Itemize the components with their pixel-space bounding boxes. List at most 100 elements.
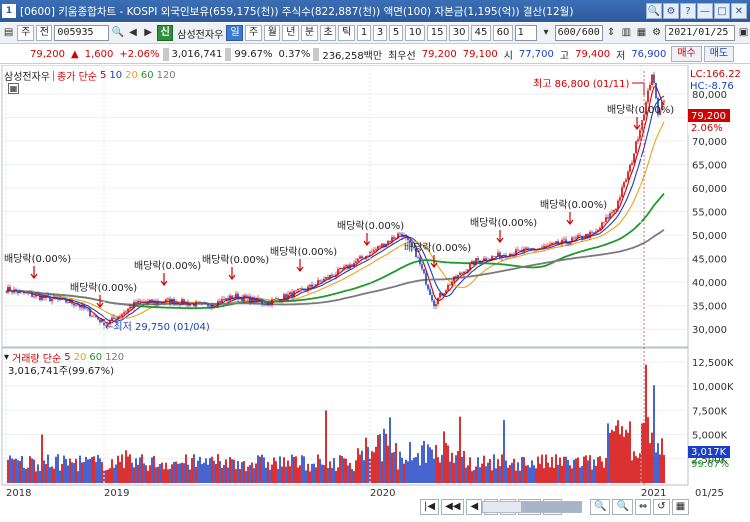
candle-body [557, 241, 559, 245]
help-icon[interactable]: ? [680, 3, 696, 19]
candle-body [129, 306, 131, 309]
candle-body [411, 242, 413, 248]
candle-body [443, 293, 445, 296]
candle-body [513, 254, 515, 256]
first-icon[interactable]: |◀ [420, 499, 440, 515]
zoom-out-icon[interactable]: 🔍 [612, 499, 633, 515]
grid-icon[interactable]: ▦ [671, 499, 690, 515]
tab-month[interactable]: 월 [263, 25, 281, 41]
volume-tick-label: 5,000K [692, 431, 728, 442]
candle-body [195, 301, 197, 307]
scrollbar[interactable] [482, 501, 582, 513]
interval-15[interactable]: 15 [426, 25, 447, 41]
candle-body [515, 249, 517, 255]
candle-body [243, 295, 245, 301]
search-icon[interactable]: 🔍 [646, 3, 662, 19]
gear-icon[interactable]: ⚙ [663, 3, 679, 19]
tab-day[interactable]: 일 [226, 25, 243, 41]
ma-line [5, 121, 665, 319]
prev-icon[interactable]: ◀ [466, 499, 483, 515]
fit-icon[interactable]: ⇔ [634, 499, 652, 515]
tab-week[interactable]: 주 [244, 25, 262, 41]
zoom-in-icon[interactable]: 🔍 [590, 499, 611, 515]
tab-minute[interactable]: 분 [300, 25, 318, 41]
tab-second[interactable]: 초 [319, 25, 337, 41]
candle-body [631, 162, 633, 165]
maximize-icon[interactable]: □ [714, 3, 730, 19]
candle-body [87, 308, 89, 310]
volume-bar [473, 470, 475, 483]
minimize-icon[interactable]: — [697, 3, 713, 19]
tab-year[interactable]: 년 [282, 25, 299, 41]
interval-1[interactable]: 1 [356, 25, 371, 41]
candle-body [347, 265, 349, 269]
calendar-icon[interactable]: ▣ [738, 27, 749, 38]
volume-bar [239, 469, 241, 483]
prev-icon[interactable]: ◀ [129, 27, 137, 38]
sell-button[interactable]: 매도 [703, 46, 735, 62]
current-volume-tag-text: 3,017K [691, 447, 727, 458]
volume-bar [635, 456, 637, 483]
volume-bar [413, 457, 415, 483]
candle-body [63, 298, 65, 299]
search-icon[interactable]: 🔍 [111, 27, 125, 38]
code-input[interactable]: 005935 [54, 25, 110, 41]
candle-body [361, 256, 363, 259]
volume-bar [627, 432, 629, 483]
volume-bar [331, 467, 333, 483]
volume-bar [405, 459, 407, 483]
price-chart[interactable]: 배당락(0.00%)배당락(0.00%)배당락(0.00%)배당락(0.00%)… [0, 64, 750, 519]
rewind-icon[interactable]: ◀◀ [441, 499, 465, 515]
candle-body [613, 210, 615, 213]
interval-30[interactable]: 30 [448, 25, 469, 41]
candle-body [257, 297, 259, 302]
menu-icon[interactable]: ▤ [3, 27, 14, 38]
interval-3[interactable]: 3 [372, 25, 387, 41]
volume-bar [197, 460, 199, 483]
x-tick-label: 2019 [104, 488, 129, 499]
volume-bar [235, 469, 237, 483]
candle-body [177, 302, 179, 305]
price-tick-label: 80,000 [692, 90, 727, 101]
period-select[interactable]: 전 [35, 25, 53, 41]
candle-body [27, 292, 29, 294]
reset-icon[interactable]: ↺ [653, 499, 670, 515]
close-icon[interactable]: ✕ [731, 3, 747, 19]
candle-body [555, 241, 557, 243]
volume-bar [651, 432, 653, 483]
interval-45[interactable]: 45 [470, 25, 491, 41]
tab-tick[interactable]: 틱 [338, 25, 355, 41]
volume-bar [119, 461, 121, 483]
candle-body [341, 267, 343, 270]
buy-button[interactable]: 매수 [671, 46, 702, 62]
date-input[interactable]: 2021/01/25 [665, 25, 735, 41]
grid-toggle-icon[interactable]: ▦ [8, 83, 19, 94]
scrollbar-thumb[interactable] [521, 502, 581, 512]
grid-icon[interactable]: ▦ [636, 27, 647, 38]
chevron-down-icon[interactable]: ▾ [543, 27, 549, 38]
gear-icon[interactable]: ⚙ [652, 27, 662, 38]
chart-area[interactable]: 배당락(0.00%) 배당락(0.00%) 배당락(0.00%) 배당락(0.00%)… [0, 64, 750, 519]
arrows-icon[interactable]: ⇕ [606, 27, 616, 38]
volume-bar [347, 465, 349, 483]
expand-icon[interactable]: ▾ [4, 352, 10, 363]
volume-bar [501, 454, 503, 483]
market-select[interactable]: 주 [17, 25, 34, 41]
volume-bar [181, 462, 183, 483]
next-icon[interactable]: ▶ [144, 27, 152, 38]
chart-icon[interactable]: ▥ [621, 27, 632, 38]
candle-body [547, 245, 549, 247]
interval-60[interactable]: 60 [492, 25, 513, 41]
candle-body [275, 298, 277, 300]
candle-body [481, 261, 483, 263]
volume-bar [71, 462, 73, 483]
interval-input[interactable]: 1 [514, 25, 538, 41]
count-input[interactable]: 600/600 [554, 25, 603, 41]
candle-body [297, 288, 299, 291]
interval-5[interactable]: 5 [388, 25, 403, 41]
candle-body [29, 292, 31, 294]
volume-bar [593, 459, 595, 483]
volume-bar [275, 461, 277, 483]
new-badge: 신 [156, 25, 174, 41]
interval-10[interactable]: 10 [404, 25, 425, 41]
